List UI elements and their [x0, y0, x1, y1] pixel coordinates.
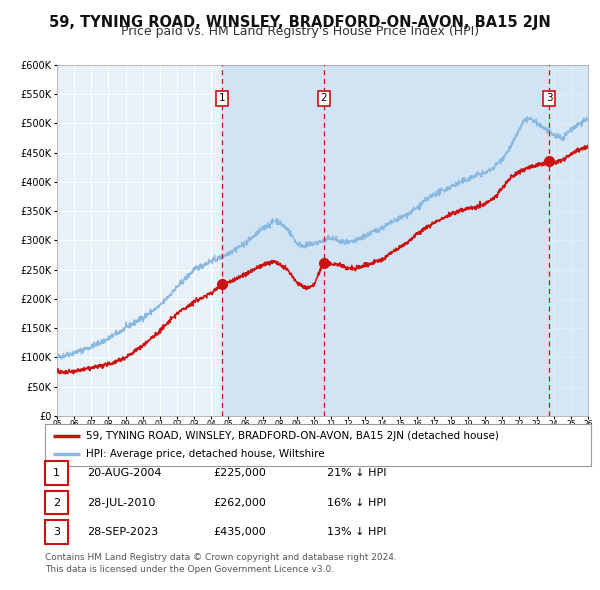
Text: 2: 2: [53, 498, 60, 507]
Text: This data is licensed under the Open Government Licence v3.0.: This data is licensed under the Open Gov…: [45, 565, 334, 574]
Text: 3: 3: [546, 93, 553, 103]
Text: 1: 1: [219, 93, 226, 103]
Text: 13% ↓ HPI: 13% ↓ HPI: [327, 527, 386, 537]
Text: 28-SEP-2023: 28-SEP-2023: [87, 527, 158, 537]
Text: 59, TYNING ROAD, WINSLEY, BRADFORD-ON-AVON, BA15 2JN (detached house): 59, TYNING ROAD, WINSLEY, BRADFORD-ON-AV…: [86, 431, 499, 441]
Bar: [323, 65, 549, 416]
Bar: [222, 65, 323, 416]
Bar: [549, 65, 588, 416]
Text: Contains HM Land Registry data © Crown copyright and database right 2024.: Contains HM Land Registry data © Crown c…: [45, 553, 397, 562]
Text: 21% ↓ HPI: 21% ↓ HPI: [327, 468, 386, 478]
Text: £225,000: £225,000: [213, 468, 266, 478]
Text: 28-JUL-2010: 28-JUL-2010: [87, 498, 155, 507]
Text: 3: 3: [53, 527, 60, 537]
Text: 20-AUG-2004: 20-AUG-2004: [87, 468, 161, 478]
Text: 59, TYNING ROAD, WINSLEY, BRADFORD-ON-AVON, BA15 2JN: 59, TYNING ROAD, WINSLEY, BRADFORD-ON-AV…: [49, 15, 551, 30]
Bar: [549, 65, 588, 416]
Text: 1: 1: [53, 468, 60, 478]
Text: £262,000: £262,000: [213, 498, 266, 507]
Text: HPI: Average price, detached house, Wiltshire: HPI: Average price, detached house, Wilt…: [86, 449, 325, 459]
Text: Price paid vs. HM Land Registry's House Price Index (HPI): Price paid vs. HM Land Registry's House …: [121, 25, 479, 38]
Text: £435,000: £435,000: [213, 527, 266, 537]
Text: 2: 2: [320, 93, 327, 103]
Text: 16% ↓ HPI: 16% ↓ HPI: [327, 498, 386, 507]
